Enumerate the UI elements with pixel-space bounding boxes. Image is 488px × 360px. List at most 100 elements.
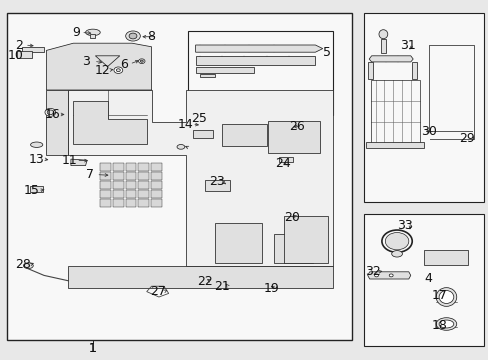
- Polygon shape: [381, 39, 385, 53]
- Ellipse shape: [385, 233, 408, 250]
- Text: 18: 18: [431, 319, 447, 332]
- Text: 20: 20: [284, 211, 300, 224]
- Text: 3: 3: [81, 55, 89, 68]
- Bar: [138, 190, 149, 198]
- Polygon shape: [200, 74, 215, 77]
- Bar: [151, 181, 162, 189]
- Text: 21: 21: [214, 280, 230, 293]
- Ellipse shape: [374, 274, 378, 277]
- Text: 27: 27: [150, 285, 165, 298]
- Text: 17: 17: [430, 289, 446, 302]
- Polygon shape: [46, 90, 68, 155]
- Bar: [125, 181, 136, 189]
- Polygon shape: [68, 266, 332, 288]
- Bar: [364, 214, 483, 346]
- Polygon shape: [95, 56, 120, 67]
- Bar: [100, 163, 111, 171]
- Bar: [125, 172, 136, 180]
- Polygon shape: [71, 159, 87, 166]
- Bar: [151, 163, 162, 171]
- Bar: [188, 31, 332, 115]
- Bar: [138, 163, 149, 171]
- Bar: [113, 199, 123, 207]
- Polygon shape: [215, 223, 261, 263]
- Polygon shape: [368, 56, 412, 62]
- Polygon shape: [411, 62, 416, 79]
- Text: 9: 9: [72, 26, 80, 39]
- Bar: [7, 13, 351, 340]
- Polygon shape: [195, 56, 315, 65]
- Ellipse shape: [435, 318, 456, 330]
- Ellipse shape: [129, 33, 137, 39]
- Text: 33: 33: [396, 219, 412, 231]
- Polygon shape: [193, 130, 212, 138]
- Text: 15: 15: [24, 184, 40, 197]
- Ellipse shape: [85, 29, 100, 36]
- Ellipse shape: [438, 320, 453, 328]
- Bar: [364, 13, 483, 202]
- Bar: [113, 181, 123, 189]
- Text: 12: 12: [95, 64, 110, 77]
- Bar: [151, 199, 162, 207]
- Bar: [138, 199, 149, 207]
- Ellipse shape: [45, 108, 56, 116]
- Text: 4: 4: [424, 273, 431, 285]
- Text: 32: 32: [364, 265, 380, 278]
- Text: 29: 29: [458, 132, 474, 145]
- Text: 25: 25: [191, 112, 207, 125]
- Ellipse shape: [125, 31, 140, 41]
- Text: 14: 14: [178, 118, 193, 131]
- Polygon shape: [273, 234, 312, 263]
- Text: 30: 30: [421, 125, 436, 138]
- Polygon shape: [222, 124, 266, 146]
- Text: 8: 8: [147, 30, 155, 43]
- Text: 24: 24: [274, 157, 290, 170]
- Bar: [125, 163, 136, 171]
- Polygon shape: [195, 45, 322, 52]
- Ellipse shape: [140, 60, 143, 62]
- Ellipse shape: [138, 59, 144, 63]
- Polygon shape: [90, 34, 95, 38]
- Bar: [125, 190, 136, 198]
- Ellipse shape: [177, 145, 184, 149]
- Text: 1: 1: [89, 342, 97, 355]
- Text: 31: 31: [400, 39, 415, 51]
- Polygon shape: [195, 67, 254, 73]
- Ellipse shape: [388, 274, 392, 277]
- Text: 7: 7: [86, 168, 94, 181]
- Bar: [113, 190, 123, 198]
- Ellipse shape: [47, 110, 53, 115]
- Text: 1: 1: [89, 342, 97, 355]
- Bar: [125, 199, 136, 207]
- Polygon shape: [17, 51, 32, 58]
- Text: 19: 19: [264, 282, 279, 295]
- Ellipse shape: [435, 288, 456, 306]
- Polygon shape: [205, 180, 229, 191]
- Text: 5: 5: [322, 46, 330, 59]
- Ellipse shape: [378, 30, 387, 39]
- Polygon shape: [278, 157, 293, 162]
- Text: 2: 2: [15, 39, 22, 51]
- Bar: [138, 172, 149, 180]
- Text: 6: 6: [120, 58, 127, 71]
- Text: 23: 23: [208, 175, 224, 188]
- Polygon shape: [367, 62, 372, 79]
- Polygon shape: [73, 101, 146, 144]
- Ellipse shape: [116, 69, 120, 72]
- Text: 22: 22: [197, 275, 213, 288]
- Text: 13: 13: [29, 153, 44, 166]
- Polygon shape: [68, 90, 332, 266]
- Bar: [100, 172, 111, 180]
- Polygon shape: [283, 216, 327, 263]
- Ellipse shape: [30, 142, 43, 148]
- Ellipse shape: [114, 67, 122, 73]
- Polygon shape: [30, 186, 43, 192]
- Polygon shape: [367, 272, 410, 279]
- Polygon shape: [424, 250, 468, 265]
- Polygon shape: [365, 142, 424, 148]
- Ellipse shape: [391, 251, 402, 257]
- Ellipse shape: [23, 263, 33, 269]
- Bar: [113, 163, 123, 171]
- Text: 11: 11: [62, 154, 78, 167]
- Bar: [151, 172, 162, 180]
